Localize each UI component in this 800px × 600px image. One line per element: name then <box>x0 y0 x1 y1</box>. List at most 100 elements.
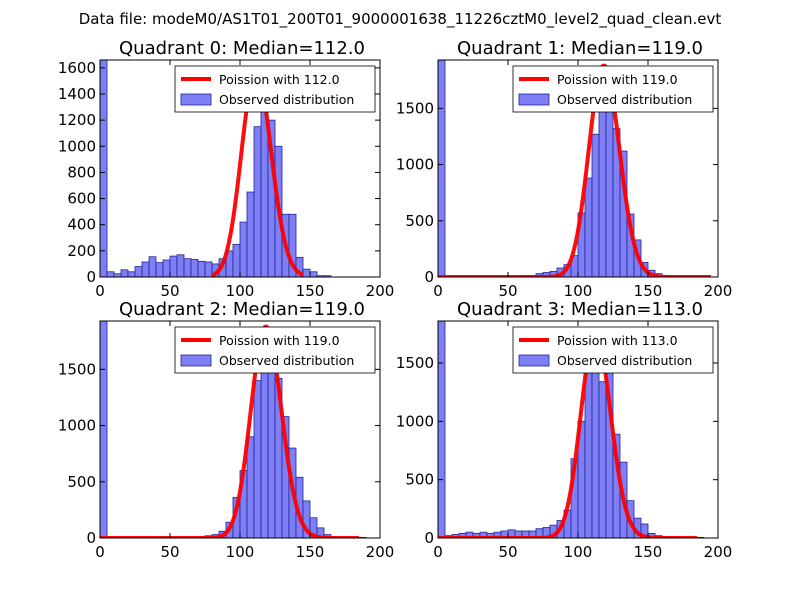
legend-label-observed: Observed distribution <box>557 353 692 368</box>
histogram-bar <box>438 60 446 277</box>
legend-bar-swatch <box>518 93 550 106</box>
y-tick-label: 1500 <box>396 99 434 117</box>
histogram-bar <box>120 269 129 277</box>
legend-bar-swatch <box>180 93 212 106</box>
legend: Poission with 119.0 Observed distribution <box>174 326 376 374</box>
x-tick-label: 200 <box>704 543 733 561</box>
histogram-bar <box>169 255 178 277</box>
histogram-bar <box>127 271 136 277</box>
panel-title: Quadrant 2: Median=119.0 <box>119 299 365 320</box>
x-tick-label: 200 <box>704 282 733 300</box>
legend-bar-swatch <box>180 354 212 367</box>
x-tick-label: 50 <box>160 282 179 300</box>
x-tick-label: 0 <box>433 282 443 300</box>
y-tick-label: 600 <box>67 190 96 208</box>
y-tick-label: 1500 <box>396 354 434 372</box>
histogram-bar <box>267 354 276 538</box>
histogram-bar <box>253 126 262 277</box>
histogram-bar <box>316 527 325 538</box>
legend-label-poisson: Poission with 112.0 <box>219 72 340 87</box>
histogram-bar <box>176 254 185 277</box>
y-tick-label: 500 <box>405 212 434 230</box>
histogram-bar <box>197 260 206 277</box>
panel-title: Quadrant 3: Median=113.0 <box>457 299 703 320</box>
y-tick-label: 1200 <box>58 111 96 129</box>
histogram-bar <box>204 261 213 277</box>
histogram-bar <box>640 523 649 538</box>
y-tick-label: 1000 <box>396 412 434 430</box>
histogram-bar <box>302 268 311 277</box>
histogram-bar <box>253 380 262 538</box>
y-tick-label: 1000 <box>58 137 96 155</box>
histogram-bar <box>162 259 171 277</box>
x-tick-label: 150 <box>634 543 663 561</box>
histogram-bar <box>438 321 446 538</box>
y-tick-label: 0 <box>86 268 96 286</box>
panel-quadrant-0: Quadrant 0: Median=112.0 0 50 100 150 200 0 20… <box>58 38 395 300</box>
plot-area <box>438 60 712 277</box>
histogram-bar <box>323 275 332 277</box>
y-tick-label: 500 <box>405 471 434 489</box>
histogram-bar <box>155 262 164 277</box>
histogram-bar <box>309 271 318 277</box>
x-tick-label: 50 <box>498 543 517 561</box>
histogram-bar <box>584 177 593 277</box>
legend-label-observed: Observed distribution <box>219 92 354 107</box>
legend-label-observed: Observed distribution <box>219 353 354 368</box>
legend-label-observed: Observed distribution <box>557 92 692 107</box>
y-tick-label: 200 <box>67 242 96 260</box>
histogram-bar <box>246 191 255 277</box>
legend-label-poisson: Poission with 119.0 <box>557 72 678 87</box>
histogram-bar <box>141 261 150 277</box>
legend-label-poisson: Poission with 119.0 <box>219 333 340 348</box>
histogram-bar <box>148 256 157 277</box>
y-tick-label: 0 <box>86 529 96 547</box>
x-tick-label: 50 <box>160 543 179 561</box>
x-tick-label: 150 <box>634 282 663 300</box>
y-tick-label: 0 <box>424 268 434 286</box>
histogram-bar <box>106 271 115 277</box>
histogram-bar <box>598 107 607 277</box>
x-tick-label: 100 <box>226 282 255 300</box>
histogram-bar <box>134 266 143 277</box>
poisson-curve <box>100 324 360 538</box>
legend-bar-swatch <box>518 354 550 367</box>
histogram-bar <box>239 221 248 277</box>
x-tick-label: 50 <box>498 282 517 300</box>
panel-title: Quadrant 1: Median=119.0 <box>457 38 703 59</box>
x-tick-label: 200 <box>366 282 395 300</box>
x-tick-label: 0 <box>95 282 105 300</box>
y-tick-label: 1400 <box>58 85 96 103</box>
legend: Poission with 113.0 Observed distribution <box>512 326 714 374</box>
x-tick-label: 0 <box>433 543 443 561</box>
x-tick-label: 100 <box>226 543 255 561</box>
y-tick-label: 0 <box>424 529 434 547</box>
y-tick-label: 400 <box>67 216 96 234</box>
histogram-bar <box>591 348 600 538</box>
histogram-bar <box>183 258 192 277</box>
histogram-bar <box>190 258 199 277</box>
legend-box <box>174 326 376 374</box>
x-tick-label: 100 <box>564 282 593 300</box>
figure-suptitle: Data file: modeM0/AS1T01_200T01_90000016… <box>79 10 722 29</box>
histogram-bar <box>232 243 241 277</box>
y-tick-label: 800 <box>67 163 96 181</box>
panel-quadrant-1: Quadrant 1: Median=119.0 0 50 100 150 200 0 50… <box>396 38 733 300</box>
x-tick-label: 100 <box>564 543 593 561</box>
y-tick-label: 1500 <box>58 360 96 378</box>
x-tick-label: 150 <box>296 543 325 561</box>
y-tick-label: 1000 <box>58 417 96 435</box>
histogram-bar <box>605 96 614 277</box>
legend-label-poisson: Poission with 113.0 <box>557 333 678 348</box>
histogram-bar <box>100 321 108 538</box>
legend: Poission with 112.0 Observed distribution <box>174 65 376 113</box>
legend: Poission with 119.0 Observed distribution <box>512 65 714 113</box>
histogram-bar <box>246 436 255 538</box>
histogram-bar <box>100 60 108 277</box>
histogram-bar <box>591 133 600 277</box>
histogram-bar <box>260 368 269 538</box>
x-tick-label: 200 <box>366 543 395 561</box>
y-tick-label: 500 <box>67 473 96 491</box>
y-tick-label: 1000 <box>396 156 434 174</box>
